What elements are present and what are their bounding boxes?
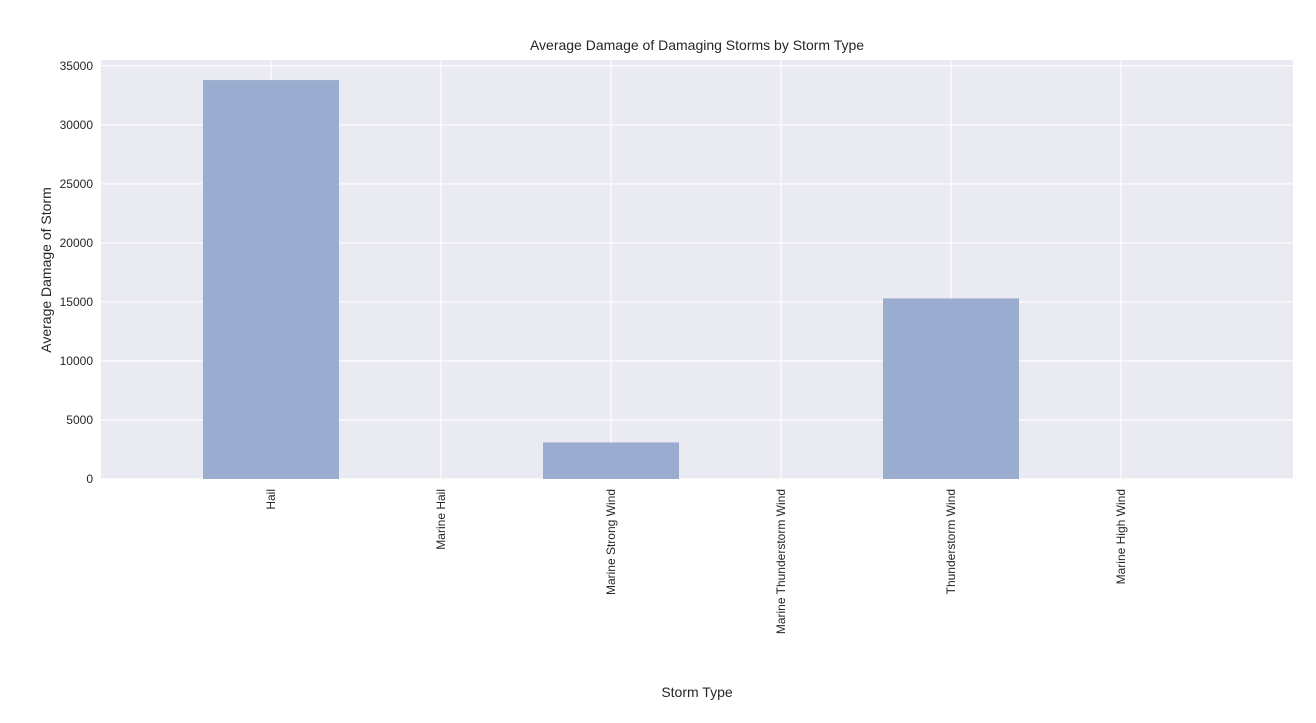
y-tick-labels: 0 5000 10000 15000 20000 25000 30000 35000 <box>60 59 94 486</box>
x-axis-label: Storm Type <box>661 684 733 700</box>
x-tick-label: Thunderstorm Wind <box>944 489 958 594</box>
x-tick-label: Marine Hail <box>434 489 448 550</box>
y-tick-label: 0 <box>86 472 93 486</box>
y-tick-label: 30000 <box>60 118 94 132</box>
y-tick-label: 25000 <box>60 177 94 191</box>
chart-title: Average Damage of Damaging Storms by Sto… <box>530 37 864 53</box>
y-axis-label: Average Damage of Storm <box>38 187 54 353</box>
y-tick-label: 20000 <box>60 236 94 250</box>
x-tick-label: Marine Strong Wind <box>604 489 618 595</box>
bars <box>203 80 1019 479</box>
x-tick-label: Marine Thunderstorm Wind <box>774 489 788 634</box>
x-tick-label: Hail <box>264 489 278 510</box>
bar-marine-strong-wind <box>543 442 679 479</box>
y-tick-label: 15000 <box>60 295 94 309</box>
bar-hail <box>203 80 339 479</box>
x-tick-labels: Hail Marine Hail Marine Strong Wind Marine … <box>264 489 1128 634</box>
y-tick-label: 5000 <box>66 413 93 427</box>
y-tick-label: 35000 <box>60 59 94 73</box>
y-tick-label: 10000 <box>60 354 94 368</box>
x-tick-label: Marine High Wind <box>1114 489 1128 584</box>
bar-thunderstorm-wind <box>883 298 1019 479</box>
